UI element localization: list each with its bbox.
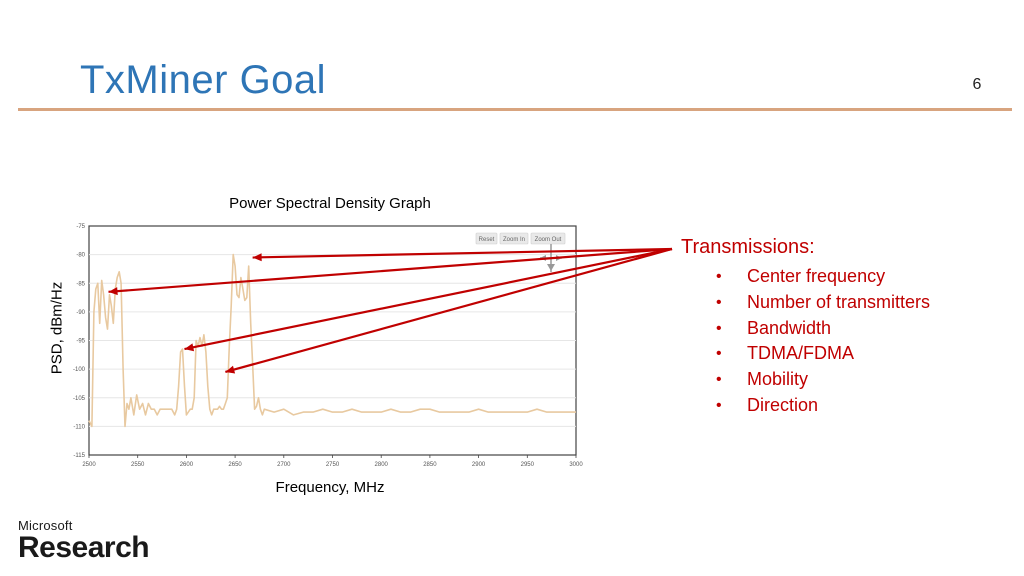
x-tick-label: 2750 (326, 462, 340, 468)
series-layer (88, 253, 576, 428)
chart-toolbar-button[interactable]: Reset (475, 232, 498, 245)
y-tick-label: -100 (73, 367, 86, 373)
x-tick-label: 2850 (423, 462, 437, 468)
y-tick-label: -75 (76, 224, 85, 230)
x-tick-label: 2950 (521, 462, 535, 468)
bullet-icon: • (716, 371, 722, 389)
bullet-icon: • (716, 319, 722, 337)
callout-item: • Bandwidth (712, 316, 930, 342)
y-tick-label: -115 (73, 453, 85, 459)
x-tick-label: 3000 (569, 462, 583, 468)
callout-item-label: Center frequency (747, 266, 886, 286)
callout-item-label: Direction (747, 394, 819, 415)
callout-list: • Center frequency • Number of transmitter… (712, 264, 930, 419)
bullet-icon: • (716, 396, 722, 414)
chart-toolbar-label: Zoom In (503, 237, 525, 243)
chart-toolbar: Reset Zoom In Zoom Out (475, 232, 566, 272)
bullet-icon: • (716, 293, 722, 311)
y-tick-label: -90 (76, 310, 85, 316)
callout-item: • Number of transmitters (712, 290, 930, 316)
x-tick-label: 2700 (277, 462, 291, 468)
logo-bottom-text: Research (18, 531, 150, 564)
callout-item-label: Mobility (747, 369, 809, 390)
callout-arrow-line (225, 247, 673, 374)
y-tick-label: -80 (76, 253, 85, 259)
chart-toolbar-button[interactable]: Zoom Out (530, 232, 566, 245)
callout-arrowhead-icon (252, 253, 262, 262)
y-tick-label: -110 (73, 424, 85, 430)
callout-arrowhead-icon (108, 287, 118, 296)
psd-series-line (88, 253, 576, 428)
callout-header: Transmissions: (681, 236, 815, 258)
callout-arrowhead-icon (225, 365, 236, 374)
bullet-icon: • (716, 268, 722, 285)
chart-toolbar-button[interactable]: Zoom In (499, 232, 529, 245)
x-axis-title: Frequency, MHz (275, 479, 385, 496)
grid (89, 254, 576, 427)
callout-item-label: Number of transmitters (747, 291, 931, 312)
callout-item: • Direction (712, 393, 930, 419)
bullet-icon: • (716, 345, 722, 363)
x-tick-label: 2500 (82, 462, 96, 468)
x-tick-label: 2800 (375, 462, 389, 468)
x-tick-label: 2600 (180, 462, 194, 468)
logo-top-text: Microsoft (18, 518, 73, 533)
callout-arrow-line (108, 247, 673, 293)
slide-number: 6 (972, 76, 982, 93)
slide-title: TxMiner Goal (80, 58, 327, 102)
callout-arrow-line (252, 247, 673, 259)
title-divider (18, 108, 1012, 111)
x-tick-label: 2550 (131, 462, 145, 468)
x-tick-label: 2900 (472, 462, 486, 468)
callout-item: • Center frequency (712, 264, 930, 290)
y-tick-label: -85 (76, 281, 85, 287)
y-tick-label: -105 (73, 396, 86, 402)
tick-labels: -75 -80 -85 -90 -95 -100 -105 -110 -115 2500 2550 2… (73, 224, 583, 468)
microsoft-research-logo: Microsoft Research (18, 518, 150, 565)
callout-item-label: Bandwidth (747, 317, 832, 338)
callout-arrow-line (184, 247, 673, 351)
callout-item: • TDMA/FDMA (712, 341, 930, 367)
chart-toolbar-label: Zoom Out (535, 237, 562, 243)
callout-item: • Mobility (712, 367, 930, 393)
callout-arrows (108, 247, 673, 374)
callout-arrowhead-icon (184, 343, 195, 352)
x-tick-label: 2650 (228, 462, 242, 468)
y-tick-label: -95 (76, 339, 85, 345)
chart-toolbar-label: Reset (479, 237, 495, 243)
callout-item-label: TDMA/FDMA (747, 343, 854, 364)
chart-title: Power Spectral Density Graph (229, 195, 431, 212)
